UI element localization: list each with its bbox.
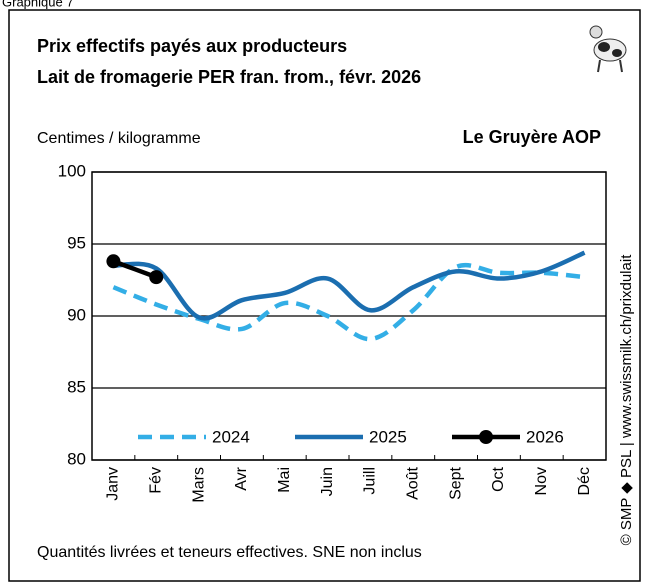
y-axis-label: Centimes / kilogramme <box>37 130 201 147</box>
footnote: Quantités livrées et teneurs effectives.… <box>37 544 422 561</box>
y-tick-label: 100 <box>58 161 86 180</box>
source: © SMP ◆ PSL | www.swissmilk.ch/prixdulai… <box>618 254 635 546</box>
point <box>106 254 121 269</box>
x-tick-label: Mars <box>190 467 207 503</box>
x-tick-label: Déc <box>576 467 593 495</box>
y-tick-label: 90 <box>67 305 86 324</box>
y-tick-label: 80 <box>67 449 86 468</box>
x-tick-label: Avr <box>233 466 250 490</box>
point <box>149 270 164 285</box>
x-tick-label: Oct <box>490 466 507 491</box>
legend-label: 2025 <box>369 427 407 446</box>
x-tick-label: Sept <box>447 466 464 499</box>
legend-label: 2026 <box>526 427 564 446</box>
figure-label: Graphique 7 <box>2 0 74 9</box>
x-tick-label: Fév <box>147 467 164 494</box>
chart-title: Prix effectifs payés aux producteurs <box>37 36 347 56</box>
line-series <box>112 262 585 342</box>
y-tick-label: 85 <box>67 377 86 396</box>
cow-icon <box>589 25 627 73</box>
x-tick-label: Nov <box>533 467 550 495</box>
line-series <box>113 250 586 321</box>
x-tick-label: Janv <box>105 467 122 501</box>
chart-subtitle: Lait de fromagerie PER fran. from., févr… <box>37 67 421 87</box>
legend-marker <box>479 430 493 444</box>
x-tick-label: Août <box>404 466 421 499</box>
y-tick-label: 95 <box>67 233 86 252</box>
x-tick-label: Mai <box>276 467 293 493</box>
legend-label: 2024 <box>212 427 250 446</box>
x-tick-label: Juin <box>319 467 336 496</box>
frame <box>8 9 641 582</box>
x-tick-label: Juill <box>362 467 379 495</box>
annotation: Le Gruyère AOP <box>463 127 601 147</box>
